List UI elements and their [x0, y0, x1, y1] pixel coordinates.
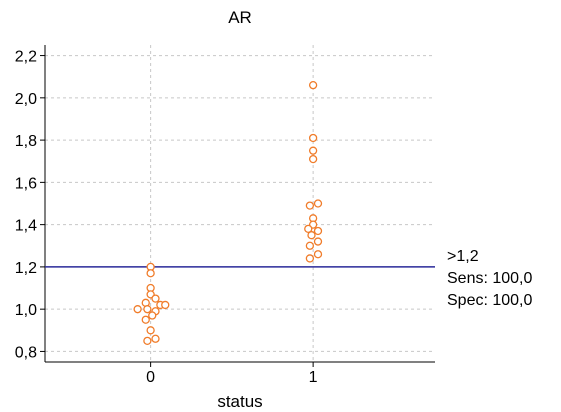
sensitivity-label: Sens: 100,0: [447, 270, 533, 287]
data-point: [304, 224, 313, 234]
y-tick-label: 1,2: [15, 260, 37, 277]
chart-title: AR: [228, 8, 252, 27]
data-point: [308, 146, 318, 155]
cutoff-criterion-label: >1,2: [447, 248, 479, 265]
y-tick-labels: 0,8 1,0 1,2 1,4 1,6 1,8 2,0 2,2: [15, 49, 45, 361]
x-tick-label: 1: [309, 369, 318, 386]
data-point: [161, 300, 170, 310]
data-point: [313, 250, 323, 259]
data-point: [151, 334, 160, 343]
data-point: [313, 226, 323, 236]
data-point: [307, 231, 316, 240]
y-tick-label: 1,6: [15, 175, 37, 192]
data-point: [148, 311, 157, 320]
data-point: [141, 315, 150, 324]
data-point: [305, 254, 315, 263]
y-tick-label: 2,2: [15, 49, 37, 66]
data-point: [151, 294, 160, 303]
data-point: [308, 133, 318, 143]
data-point: [308, 81, 318, 90]
axes: [44, 45, 435, 363]
y-tick-label: 0,8: [15, 344, 37, 361]
data-point: [313, 199, 323, 208]
data-point: [305, 241, 315, 250]
data-point: [143, 305, 152, 314]
data-point: [305, 201, 315, 210]
data-point: [146, 269, 155, 278]
x-axis-title: status: [217, 392, 262, 411]
specificity-label: Spec: 100,0: [447, 292, 533, 309]
data-points: [133, 81, 323, 346]
y-tick-label: 2,0: [15, 91, 37, 108]
data-point: [133, 305, 142, 314]
x-tick-label: 0: [146, 369, 155, 386]
y-tick-label: 1,0: [15, 302, 37, 319]
data-point: [146, 326, 155, 335]
y-tick-label: 1,8: [15, 133, 37, 150]
y-tick-label: 1,4: [15, 218, 37, 235]
data-point: [313, 237, 323, 246]
data-point: [308, 154, 318, 164]
data-point: [143, 336, 152, 346]
grid-lines: [45, 45, 435, 362]
